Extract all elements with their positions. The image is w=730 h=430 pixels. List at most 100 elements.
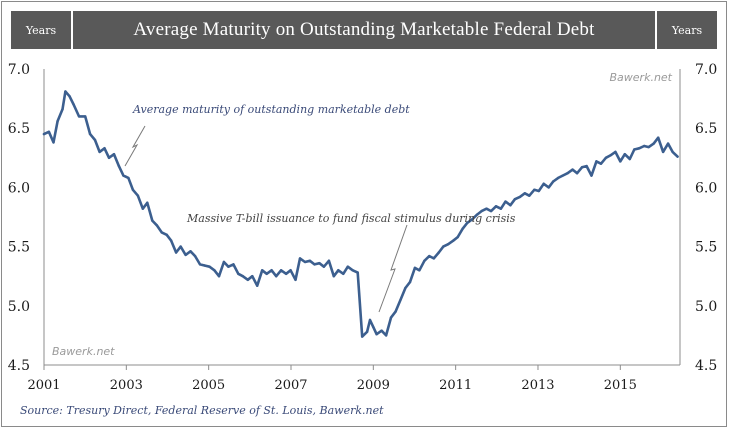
data-point (93, 138, 97, 142)
source-note: Source: Tresury Direct, Federal Reserve … (20, 404, 384, 417)
data-point (198, 263, 202, 266)
data-point (261, 269, 264, 272)
data-point (408, 280, 412, 284)
data-point (265, 272, 268, 275)
data-point (127, 176, 130, 180)
data-point (170, 239, 173, 242)
data-point (384, 334, 388, 337)
data-point (165, 233, 168, 236)
data-point (575, 172, 579, 175)
data-point (494, 205, 498, 208)
data-point (117, 164, 121, 168)
data-point (77, 115, 81, 118)
x-tick-label: 2015 (604, 378, 637, 393)
data-point (638, 147, 641, 150)
data-point (456, 235, 459, 239)
data-point (647, 145, 650, 149)
data-point (619, 160, 622, 163)
data-point (232, 263, 235, 266)
data-point (571, 168, 574, 171)
data-point (208, 265, 211, 268)
data-point (595, 160, 598, 163)
data-point (275, 275, 278, 278)
annotation-pointer-crisis (378, 224, 408, 313)
data-point (557, 176, 560, 180)
data-point (666, 142, 670, 145)
data-point (423, 259, 426, 262)
data-point (356, 271, 359, 274)
data-point (256, 284, 259, 287)
data-point (64, 90, 67, 93)
data-point (604, 156, 608, 159)
data-point (489, 209, 493, 213)
y-tick-label-left: 6.5 (8, 121, 30, 137)
data-point (56, 119, 59, 123)
data-point (327, 259, 331, 262)
data-point (513, 198, 517, 201)
data-point (361, 335, 364, 338)
data-point (389, 316, 393, 319)
data-point (146, 201, 149, 204)
data-point (394, 310, 397, 313)
y-tick-label-right: 6.5 (695, 121, 717, 137)
data-point (676, 155, 679, 158)
data-point (103, 147, 106, 150)
data-point (413, 266, 417, 270)
data-point (141, 207, 144, 210)
data-point (189, 250, 192, 253)
data-point (322, 265, 326, 268)
x-tick-label: 2001 (27, 378, 60, 393)
y-tick-label-right: 5.5 (695, 240, 717, 256)
data-point (98, 150, 101, 154)
crisis-annotation: Massive T-bill issuance to fund fiscal s… (186, 212, 516, 225)
data-point (399, 298, 402, 302)
data-point (131, 188, 135, 191)
data-point (289, 269, 292, 272)
x-tick-label: 2005 (192, 378, 225, 393)
data-point (318, 262, 321, 265)
y-tick-label-left: 6.0 (8, 180, 30, 196)
data-point (447, 243, 450, 246)
data-point (365, 330, 369, 333)
data-point (61, 108, 64, 111)
x-tick-label: 2009 (357, 378, 390, 393)
data-point (542, 182, 545, 185)
data-point (404, 286, 407, 290)
data-point (523, 192, 526, 195)
data-point (279, 269, 283, 272)
data-point (251, 275, 254, 278)
data-point (614, 150, 617, 154)
data-point (72, 103, 75, 106)
data-point (380, 329, 383, 332)
data-point (504, 200, 507, 203)
data-point (561, 174, 564, 177)
data-point (599, 162, 603, 165)
x-tick-label: 2011 (439, 378, 472, 393)
data-point (246, 278, 249, 281)
data-point (552, 180, 555, 183)
data-point (151, 219, 154, 222)
data-point (112, 153, 116, 156)
data-point (84, 115, 87, 118)
annotation-pointer-series (124, 125, 146, 167)
data-point (375, 333, 378, 336)
series-annotation: Average maturity of outstanding marketab… (132, 103, 410, 116)
data-point (184, 253, 187, 257)
data-point (528, 194, 531, 197)
data-point (237, 272, 240, 275)
data-point (217, 275, 221, 278)
chart-title: Average Maturity on Outstanding Marketab… (73, 11, 655, 49)
data-point (623, 153, 626, 156)
data-point (566, 172, 569, 175)
data-point (155, 224, 158, 227)
y-tick-label-left: 7.0 (8, 62, 30, 78)
data-point (136, 194, 140, 197)
data-point (284, 272, 288, 275)
data-point (308, 259, 312, 262)
x-tick-label: 2003 (110, 378, 143, 393)
data-point (213, 269, 216, 272)
data-point (499, 207, 503, 210)
x-tick-label: 2013 (521, 378, 554, 393)
